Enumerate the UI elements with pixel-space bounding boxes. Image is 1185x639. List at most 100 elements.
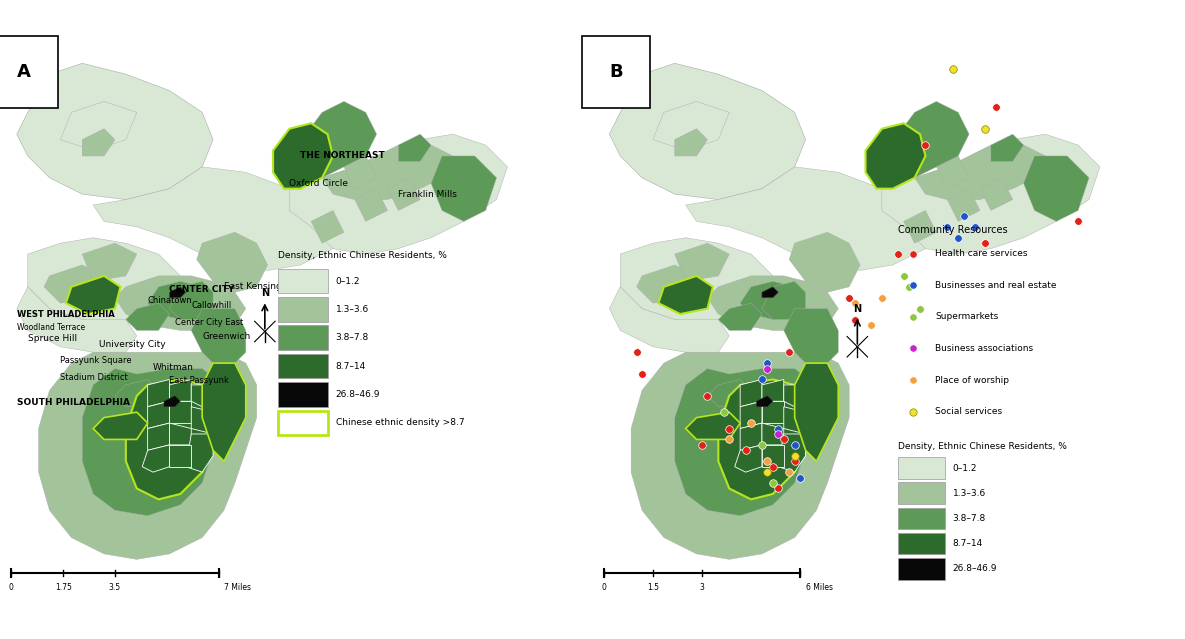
Text: Passyunk Square: Passyunk Square [60,356,132,365]
Polygon shape [735,445,762,472]
Point [954,211,973,221]
Polygon shape [191,309,245,363]
Point [715,407,734,417]
Polygon shape [169,281,213,320]
Point [780,467,799,477]
Polygon shape [289,134,507,254]
Text: CENTER CITY: CENTER CITY [169,285,235,294]
Text: 0–1.2: 0–1.2 [335,277,360,286]
Polygon shape [762,445,783,466]
Polygon shape [674,128,707,156]
Point [769,429,788,439]
Text: 3.8–7.8: 3.8–7.8 [335,334,369,343]
Polygon shape [142,445,169,472]
Polygon shape [674,243,729,281]
Polygon shape [707,276,838,330]
Point [769,424,788,434]
Polygon shape [892,102,969,178]
Polygon shape [915,145,1045,199]
Polygon shape [1024,156,1089,221]
Bar [898,507,944,529]
Text: Businesses and real estate: Businesses and real estate [935,281,1057,289]
Point [763,478,782,488]
Polygon shape [686,412,741,440]
Text: University City: University City [98,339,165,348]
Point [872,293,891,303]
Polygon shape [60,102,136,151]
Point [904,375,923,385]
Point [976,123,995,134]
Polygon shape [312,210,344,243]
Point [904,249,923,259]
Polygon shape [66,276,121,314]
Text: 0–1.2: 0–1.2 [953,464,978,473]
Point [763,461,782,472]
Point [742,418,761,428]
Text: Stadium District: Stadium District [60,373,128,382]
Polygon shape [636,265,697,303]
Polygon shape [653,102,729,151]
Text: Density, Ethnic Chinese Residents, %: Density, Ethnic Chinese Residents, % [898,442,1068,451]
Polygon shape [273,123,333,189]
Text: Community Resources: Community Resources [898,225,1008,235]
Polygon shape [756,396,773,406]
Polygon shape [659,276,713,314]
Text: East Passyunk: East Passyunk [169,376,230,385]
Point [916,140,935,150]
Polygon shape [865,123,925,189]
Polygon shape [191,385,213,406]
Polygon shape [741,401,762,429]
Text: N: N [261,288,269,298]
Polygon shape [947,189,980,221]
Text: 3.8–7.8: 3.8–7.8 [953,514,986,523]
Text: Franklin Mills: Franklin Mills [398,190,457,199]
Point [1069,216,1088,226]
Polygon shape [148,423,169,450]
Text: Woodland Terrace: Woodland Terrace [17,323,85,332]
Polygon shape [904,210,936,243]
Text: WEST PHILADELPHIA: WEST PHILADELPHIA [17,309,115,319]
Point [780,347,799,357]
Point [786,456,805,466]
Point [627,347,646,357]
Polygon shape [762,281,806,320]
Point [895,271,914,281]
Polygon shape [783,309,838,363]
Polygon shape [779,434,806,472]
Point [719,424,738,434]
Polygon shape [94,412,148,440]
Point [976,238,995,249]
Point [736,445,755,456]
Polygon shape [191,406,213,434]
Text: 26.8–46.9: 26.8–46.9 [953,564,998,573]
Bar [278,297,327,321]
Polygon shape [789,233,860,292]
Bar [898,458,944,479]
Point [752,374,771,385]
Point [904,406,923,417]
Polygon shape [115,276,245,330]
Polygon shape [707,380,751,406]
Text: Whitman: Whitman [153,363,194,372]
Polygon shape [322,145,453,199]
Polygon shape [762,401,783,423]
Polygon shape [169,401,191,423]
Polygon shape [148,380,169,406]
Point [758,364,777,374]
Polygon shape [741,281,806,320]
Point [943,64,962,74]
Point [752,440,771,450]
Point [633,369,652,379]
Polygon shape [741,423,762,450]
Point [758,456,777,466]
Text: Density, Ethnic Chinese Residents, %: Density, Ethnic Chinese Residents, % [278,250,448,259]
Text: Chinese ethnic density >8.7: Chinese ethnic density >8.7 [335,419,465,427]
Text: 26.8–46.9: 26.8–46.9 [335,390,380,399]
Point [758,358,777,368]
Polygon shape [936,156,969,189]
Polygon shape [17,63,213,199]
Text: 3: 3 [699,583,704,592]
Text: Oxford Circle: Oxford Circle [289,179,348,188]
Polygon shape [126,380,213,500]
Text: 8.7–14: 8.7–14 [953,539,984,548]
